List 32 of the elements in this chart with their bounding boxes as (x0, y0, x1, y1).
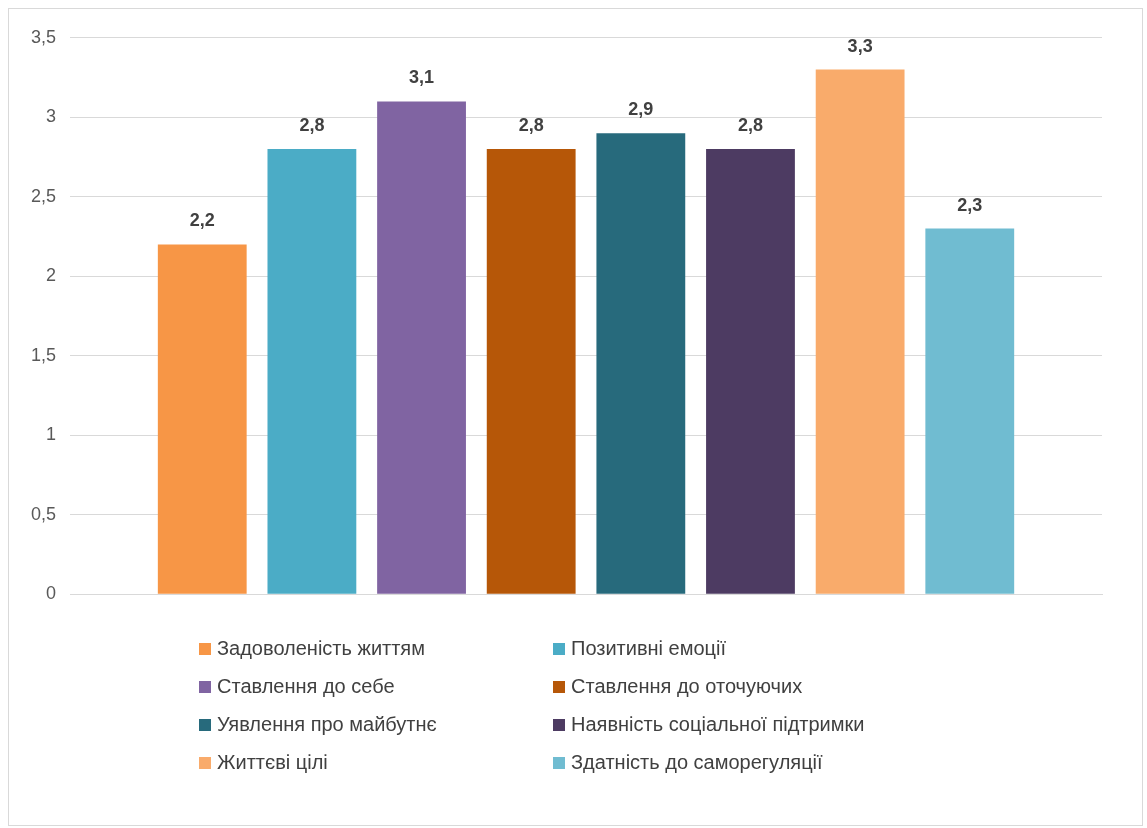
y-tick-label: 3 (46, 106, 57, 127)
bar (267, 149, 357, 594)
data-label: 3,1 (409, 67, 435, 88)
y-tick-label: 1,5 (30, 344, 57, 365)
legend-label: Задоволеність життям (217, 637, 425, 660)
legend-label: Здатність до саморегуляції (571, 751, 823, 774)
data-label: 3,3 (847, 35, 873, 56)
bar (486, 149, 576, 594)
legend-label: Позитивні емоції (571, 637, 727, 660)
y-tick-label: 1 (46, 424, 57, 445)
y-tick-label: 2 (46, 265, 57, 286)
legend-label: Уявлення про майбутнє (217, 713, 437, 736)
bar (925, 228, 1015, 594)
data-label: 2,8 (299, 115, 325, 136)
bar (706, 149, 795, 594)
data-label: 2,2 (189, 210, 215, 231)
legend-label: Життєві цілі (217, 751, 328, 774)
y-tick-label: 0,5 (30, 503, 57, 524)
legend-label: Ставлення до себе (217, 675, 395, 698)
y-tick-label: 0 (46, 583, 57, 604)
bar (596, 133, 686, 594)
bar (377, 101, 466, 594)
bar (157, 244, 247, 594)
data-label: 2,9 (628, 99, 654, 120)
legend-label: Ставлення до оточуючих (571, 675, 803, 698)
data-label: 2,8 (737, 115, 763, 136)
legend-label: Наявність соціальної підтримки (571, 713, 865, 736)
data-label: 2,8 (518, 115, 544, 136)
data-label: 2,3 (957, 194, 983, 215)
bar (815, 69, 905, 594)
y-tick-label: 2,5 (30, 185, 57, 206)
y-tick-label: 3,5 (30, 26, 57, 47)
